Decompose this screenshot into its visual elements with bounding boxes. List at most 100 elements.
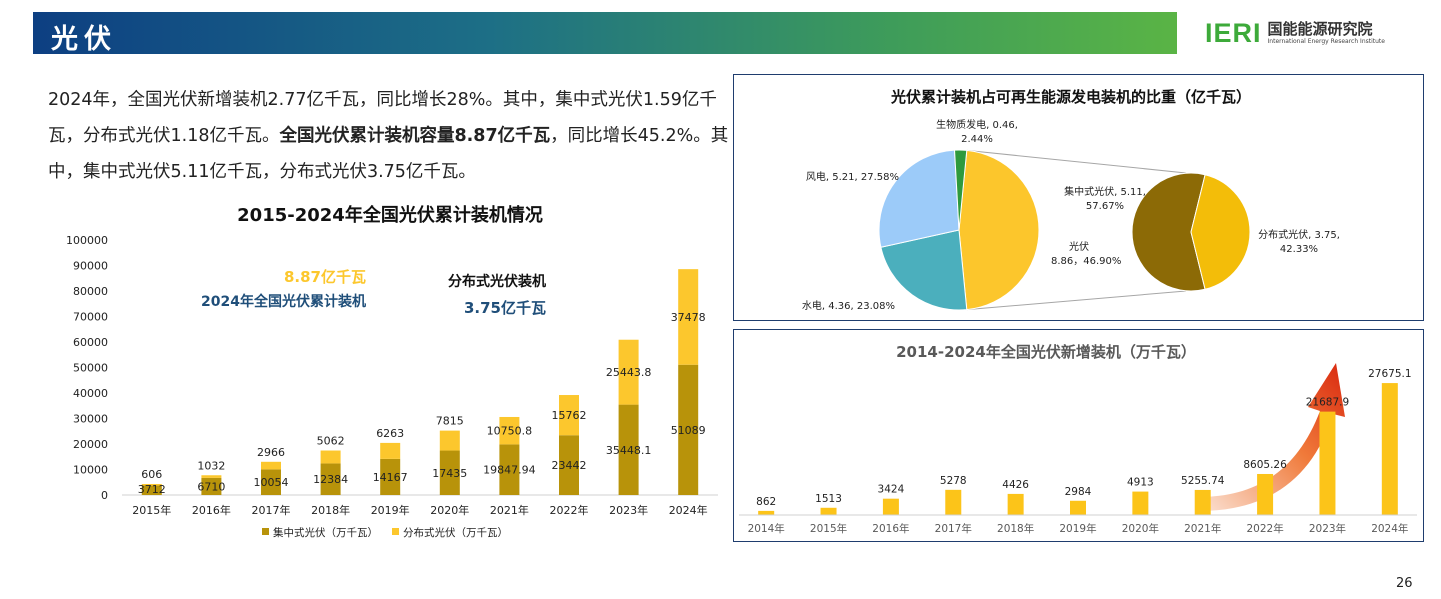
bar-distributed [320,450,341,464]
x-tick-label: 2018年 [311,503,350,517]
ieri-logo: IERI 国能能源研究院 International Energy Resear… [1205,18,1385,48]
data-label-new-install: 1513 [815,493,842,505]
data-label-centralized: 6710 [197,480,225,493]
x-tick-label: 2019年 [1059,522,1096,535]
bar-centralized [678,364,699,495]
bar-new-install [820,507,837,515]
new-install-chart: 2014-2024年全国光伏新增装机（万千瓦） 862 1513 3424 5278 4… [739,343,1417,535]
data-label-new-install: 3424 [878,484,905,496]
bar-new-install [945,489,962,515]
sub-pie-slice [1131,172,1206,292]
bar-distributed [439,430,460,451]
data-label-new-install: 8605.26 [1243,459,1287,471]
x-tick-label: 2022年 [1246,522,1283,535]
intro-text-1: 2024年，全国光伏新增装机2.77亿千瓦，同比增长28%。其中，集中式光伏1.… [48,90,717,146]
x-tick-label: 2024年 [669,503,708,517]
y-tick-label: 70000 [73,311,108,324]
bar-new-install [758,510,775,515]
pie-slice [954,149,968,231]
data-label-new-install: 2984 [1065,486,1092,498]
y-tick-label: 0 [101,489,108,502]
data-label-centralized: 19847.94 [483,464,536,477]
y-tick-label: 100000 [66,234,108,247]
bar-distributed [201,475,222,478]
data-label-centralized: 51089 [671,424,706,437]
data-label-distributed: 5062 [317,435,345,448]
data-label-new-install: 5278 [940,475,967,487]
logo-name-en: International Energy Research Institute [1267,37,1385,45]
bar-new-install [1007,493,1024,515]
x-tick-label: 2017年 [935,522,972,535]
bar-distributed [261,461,281,470]
x-tick-label: 2021年 [490,503,529,517]
data-label-distributed: 606 [141,468,162,481]
y-tick-label: 60000 [73,336,108,349]
bar-distributed [380,442,401,459]
x-tick-label: 2018年 [997,522,1034,535]
x-tick-label: 2024年 [1371,522,1408,535]
data-label-centralized: 12384 [313,473,348,486]
cumulative-install-chart: 2015-2024年全国光伏累计装机情况 0 10000 20000 30000 400… [66,204,718,539]
bar-distributed [499,416,520,445]
bar-new-install [1070,500,1086,515]
data-label-new-install: 21687.9 [1306,397,1349,409]
x-tick-label: 2015年 [132,503,171,517]
pie-slice [958,149,1040,311]
data-label-distributed: 7815 [436,415,464,428]
y-tick-label: 80000 [73,285,108,298]
connector-line-top [966,149,1187,174]
data-label-distributed: 25443.8 [606,366,652,379]
bar-new-install [882,498,899,515]
data-label-new-install: 862 [756,496,776,508]
sub-pie-label-centralized-pct: 57.67% [1086,201,1124,212]
y-tick-label: 10000 [73,464,108,477]
bar-centralized [201,477,222,495]
annotation-dist-value: 3.75亿千瓦 [464,299,546,317]
pie-label-wind: 风电, 5.21, 27.58% [806,170,899,183]
x-tick-label: 2020年 [1122,522,1159,535]
bar-new-install [1132,491,1149,515]
x-tick-label: 2023年 [609,503,648,517]
bar-distributed [678,269,699,365]
bar-centralized [499,444,520,495]
bar-centralized [380,458,401,495]
page-title: 光伏 [51,24,117,55]
logo-name-cn: 国能能源研究院 [1267,19,1373,38]
sub-pie-label-distributed: 分布式光伏, 3.75, [1258,228,1340,241]
data-label-centralized: 17435 [432,467,467,480]
data-label-new-install: 4426 [1002,479,1029,491]
intro-paragraph: 2024年，全国光伏新增装机2.77亿千瓦，同比增长28%。其中，集中式光伏1.… [48,82,738,190]
y-tick-label: 50000 [73,362,108,375]
intro-text-bold: 全国光伏累计装机容量8.87亿千瓦 [279,126,551,146]
bar-centralized [320,463,341,495]
x-tick-label: 2016年 [192,503,231,517]
legend-swatch-distributed [392,528,399,535]
data-label-new-install: 27675.1 [1368,368,1411,380]
y-tick-label: 40000 [73,387,108,400]
pie-label-biomass: 生物质发电, 0.46, [936,118,1018,131]
pie-slice [880,229,968,311]
y-tick-label: 90000 [73,260,108,273]
bar-centralized [141,485,162,495]
bar-centralized [439,450,460,495]
bar-centralized [559,435,579,495]
bar-new-install [1257,473,1274,515]
data-label-distributed: 1032 [197,459,225,472]
data-label-distributed: 15762 [552,409,587,422]
y-tick-label: 20000 [73,438,108,451]
legend-label-distributed: 分布式光伏（万千瓦） [403,526,508,539]
pie-label-pv-value: 8.86，46.90% [1051,256,1121,267]
data-label-distributed: 10750.8 [487,425,533,438]
sub-pie-label-centralized: 集中式光伏, 5.11, [1064,185,1146,198]
x-tick-label: 2023年 [1309,522,1346,535]
bar-distributed [559,395,579,436]
data-label-distributed: 2966 [257,446,285,459]
logo-mark: IERI [1205,17,1262,48]
x-tick-label: 2014年 [748,522,785,535]
data-label-centralized: 3712 [138,483,166,496]
bar-centralized [261,469,281,495]
connector-line-bottom [966,290,1187,311]
pie-label-hydro: 水电, 4.36, 23.08% [802,299,895,312]
bar-new-install [1319,411,1336,515]
annotation-total-value: 8.87亿千瓦 [284,268,366,286]
